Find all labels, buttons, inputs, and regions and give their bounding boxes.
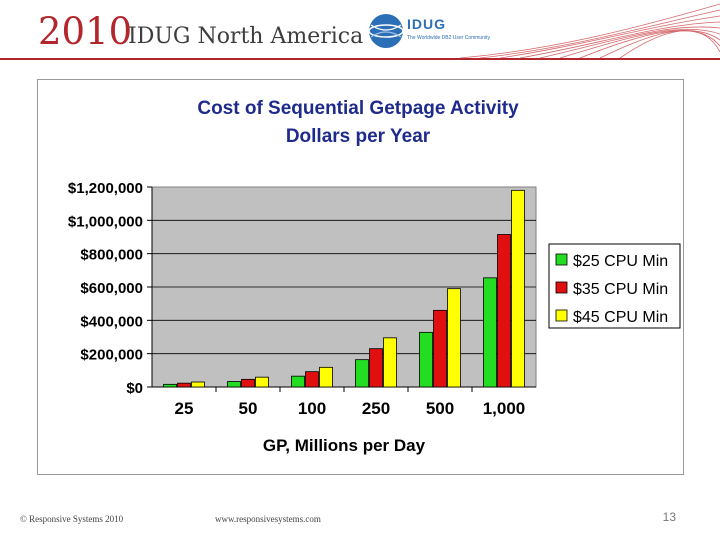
legend-label: $35 CPU Min xyxy=(573,281,668,298)
legend-box xyxy=(548,243,681,329)
bar xyxy=(305,371,319,388)
bar xyxy=(511,189,525,388)
bar xyxy=(163,383,177,388)
x-axis-label: GP, Millions per Day xyxy=(263,436,426,455)
chart-title: Cost of Sequential Getpage Activity xyxy=(197,98,519,119)
legend-swatch xyxy=(555,281,568,294)
globe-icon xyxy=(368,14,404,48)
x-tick-label: 250 xyxy=(362,399,390,418)
y-tick-label: $400,000 xyxy=(80,313,143,330)
bar xyxy=(255,376,269,388)
x-tick-label: 50 xyxy=(239,399,258,418)
slide-header: 2010 IDUG North America IDUG The Worldwi… xyxy=(0,0,720,62)
bar xyxy=(355,359,369,388)
logo-tagline: The Worldwide DB2 User Community xyxy=(407,35,490,41)
bar-chart: Cost of Sequential Getpage Activity Dolla… xyxy=(68,98,681,455)
y-tick-label: $1,200,000 xyxy=(68,180,143,197)
bar xyxy=(447,288,461,388)
bar xyxy=(433,309,447,388)
y-tick-label: $800,000 xyxy=(80,247,143,264)
bar xyxy=(227,381,241,388)
decorative-swoosh xyxy=(460,3,720,59)
y-tick-label: $1,000,000 xyxy=(68,213,143,230)
bar xyxy=(291,375,305,388)
header-year: 2010 xyxy=(38,10,133,53)
bar xyxy=(191,381,205,388)
bar xyxy=(483,277,497,388)
logo-text: IDUG xyxy=(407,16,446,32)
header-divider xyxy=(0,58,720,60)
bar xyxy=(319,366,333,388)
x-tick-label: 1,000 xyxy=(483,399,526,418)
footer-url: www.responsivesystems.com xyxy=(215,514,321,524)
header-conference: IDUG North America xyxy=(128,24,364,49)
legend-swatch xyxy=(555,253,568,266)
idug-logo: IDUG The Worldwide DB2 User Community xyxy=(368,13,498,49)
page-number: 13 xyxy=(662,510,676,524)
bar xyxy=(383,337,397,388)
legend-swatch xyxy=(555,309,568,322)
bar xyxy=(419,331,433,388)
legend-label: $25 CPU Min xyxy=(573,253,668,270)
y-tick-label: $600,000 xyxy=(80,280,143,297)
x-tick-label: 25 xyxy=(175,399,194,418)
bar xyxy=(497,234,511,388)
bar xyxy=(241,378,255,388)
y-tick-label: $200,000 xyxy=(80,347,143,364)
y-tick-label: $0 xyxy=(126,380,143,397)
bar xyxy=(177,382,191,388)
x-tick-label: 100 xyxy=(298,399,326,418)
legend-label: $45 CPU Min xyxy=(573,309,668,326)
x-tick-label: 500 xyxy=(426,399,454,418)
chart-subtitle: Dollars per Year xyxy=(286,126,431,147)
footer-copyright: © Responsive Systems 2010 xyxy=(20,514,124,524)
chart-frame: Cost of Sequential Getpage Activity Dolla… xyxy=(37,79,684,475)
bar xyxy=(369,348,383,388)
